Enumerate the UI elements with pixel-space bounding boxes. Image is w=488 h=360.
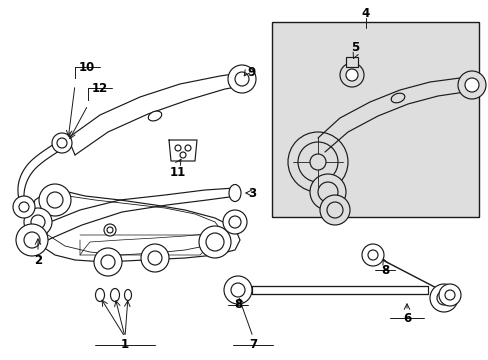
Circle shape (457, 71, 485, 99)
Circle shape (326, 202, 342, 218)
Circle shape (235, 72, 248, 86)
Circle shape (367, 250, 377, 260)
Bar (346, 57, 357, 67)
Ellipse shape (228, 185, 241, 202)
Circle shape (184, 145, 191, 151)
Circle shape (19, 202, 29, 212)
Text: 10: 10 (79, 60, 95, 73)
Polygon shape (30, 190, 240, 262)
Circle shape (180, 152, 185, 158)
Ellipse shape (110, 288, 119, 302)
Circle shape (101, 255, 115, 269)
Circle shape (94, 248, 122, 276)
Ellipse shape (148, 111, 162, 121)
Circle shape (199, 226, 230, 258)
Circle shape (438, 284, 460, 306)
Circle shape (436, 291, 450, 305)
Circle shape (317, 182, 337, 202)
Circle shape (444, 290, 454, 300)
Circle shape (52, 133, 72, 153)
Text: 9: 9 (247, 66, 256, 78)
Text: 8: 8 (233, 298, 242, 311)
Text: 5: 5 (350, 41, 358, 54)
Circle shape (24, 208, 52, 236)
Circle shape (148, 251, 162, 265)
Circle shape (429, 284, 457, 312)
Circle shape (39, 184, 71, 216)
Circle shape (339, 63, 363, 87)
Bar (271, 22, 478, 217)
Circle shape (346, 69, 357, 81)
Circle shape (464, 78, 478, 92)
Circle shape (24, 232, 40, 248)
Text: 6: 6 (402, 311, 410, 324)
Text: 12: 12 (92, 81, 108, 95)
Text: 11: 11 (169, 166, 186, 179)
Ellipse shape (95, 288, 104, 302)
Text: 3: 3 (247, 186, 256, 199)
Ellipse shape (390, 93, 404, 103)
Circle shape (309, 174, 346, 210)
Polygon shape (169, 140, 197, 161)
Circle shape (13, 196, 35, 218)
Ellipse shape (124, 289, 131, 301)
Circle shape (57, 138, 67, 148)
Circle shape (227, 65, 256, 93)
Circle shape (31, 215, 45, 229)
Text: 1: 1 (121, 338, 129, 351)
Circle shape (141, 244, 169, 272)
Circle shape (319, 195, 349, 225)
Circle shape (223, 210, 246, 234)
Text: 4: 4 (361, 6, 369, 19)
Circle shape (230, 283, 244, 297)
Circle shape (16, 224, 48, 256)
Circle shape (175, 145, 181, 151)
Circle shape (361, 244, 383, 266)
Circle shape (228, 216, 241, 228)
Circle shape (107, 227, 113, 233)
Circle shape (297, 142, 337, 182)
Text: 2: 2 (34, 253, 42, 266)
Text: 8: 8 (380, 264, 388, 276)
Circle shape (309, 154, 325, 170)
Circle shape (47, 192, 63, 208)
Circle shape (224, 276, 251, 304)
Circle shape (104, 224, 116, 236)
Circle shape (287, 132, 347, 192)
Circle shape (205, 233, 224, 251)
Text: 7: 7 (248, 338, 257, 351)
